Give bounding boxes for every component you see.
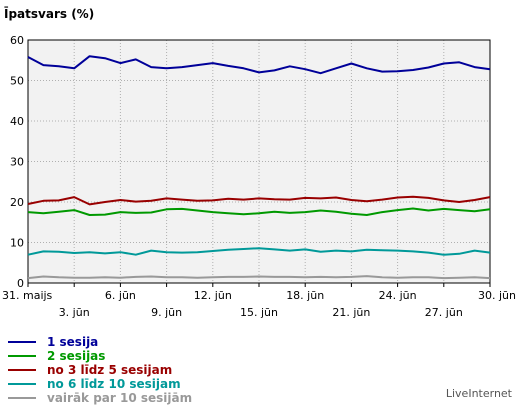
chart-title: Īpatsvars (%) [4, 7, 94, 21]
series-lines [27, 55, 491, 280]
x-tick-label: 3. jūn [59, 306, 90, 319]
series-line [27, 55, 491, 75]
series-line [27, 275, 491, 280]
x-tick-label: 31. maijs [2, 289, 53, 302]
x-tick-label: 12. jūn [194, 289, 232, 302]
y-tick-label: 30 [10, 156, 24, 169]
x-tick-label: 24. jūn [379, 289, 417, 302]
x-tick-label: 6. jūn [105, 289, 136, 302]
x-tick-label: 9. jūn [151, 306, 182, 319]
x-tick-label: 15. jūn [240, 306, 278, 319]
series-line [27, 247, 491, 256]
legend-label: no 6 līdz 10 sesijam [47, 377, 181, 391]
series-line [27, 207, 491, 216]
y-tick-label: 0 [17, 277, 24, 290]
y-tick-label: 60 [10, 34, 24, 47]
watermark: LiveInternet [446, 387, 513, 400]
x-tick-label: 21. jūn [332, 306, 370, 319]
x-axis: 31. maijs 6. jūn 12. jūn 18. jūn 24. jūn 30. … [2, 283, 516, 319]
x-tick-label: 18. jūn [286, 289, 324, 302]
y-tick-label: 50 [10, 75, 24, 88]
legend-label: vairāk par 10 sesijām [47, 391, 192, 405]
y-axis: 0 10 20 30 40 50 60 [10, 34, 24, 290]
x-tick-label: 30. jūn [478, 289, 516, 302]
legend-label: no 3 līdz 5 sesijam [47, 363, 172, 377]
y-tick-label: 40 [10, 115, 24, 128]
legend-label: 1 sesija [47, 335, 98, 349]
x-tick-label: 27. jūn [425, 306, 463, 319]
legend-label: 2 sesijas [47, 349, 105, 363]
grid [28, 40, 490, 283]
series-line [27, 195, 491, 206]
y-tick-label: 20 [10, 196, 24, 209]
y-tick-label: 10 [10, 237, 24, 250]
